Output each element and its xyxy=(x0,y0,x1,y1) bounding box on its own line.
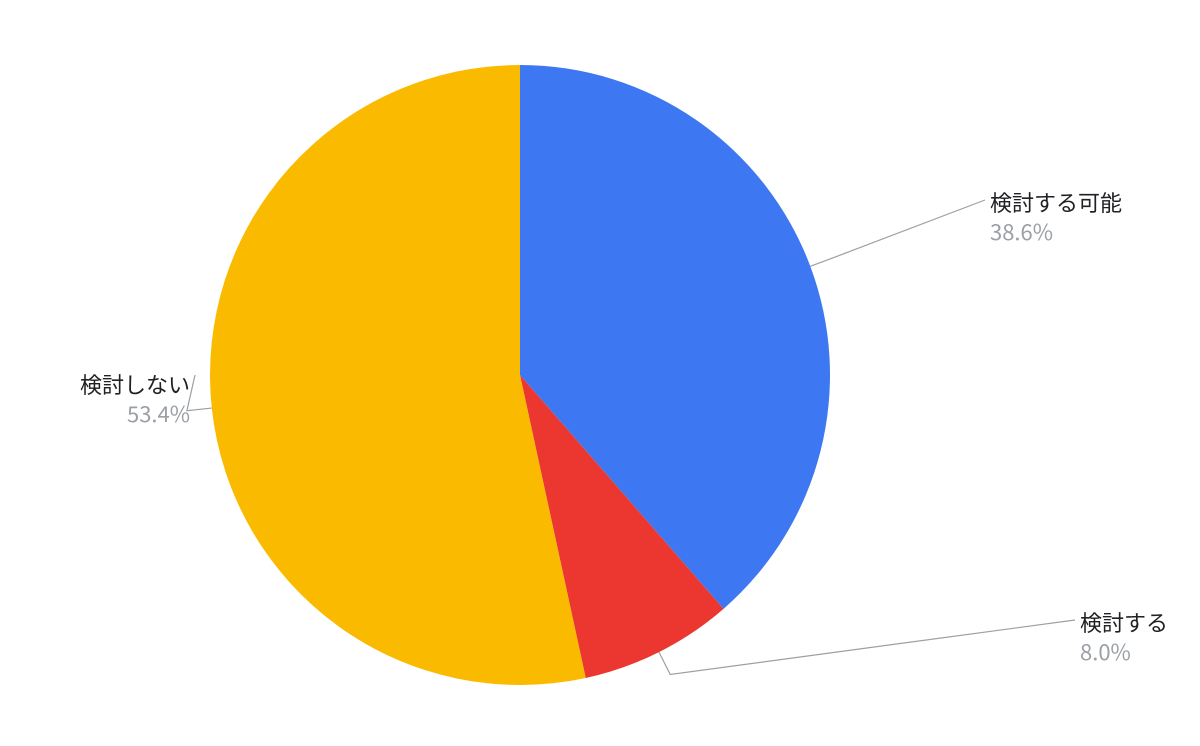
slice-label-value-2: 53.4% xyxy=(80,399,190,428)
slice-label-value-1: 8.0% xyxy=(1080,637,1168,666)
slice-label-2: 検討しない 53.4% xyxy=(80,370,190,427)
slice-label-value-0: 38.6% xyxy=(990,217,1122,246)
leader-line xyxy=(810,200,985,266)
slice-label-0: 検討する可能 38.6% xyxy=(990,188,1122,245)
leader-line xyxy=(659,620,1075,674)
slice-label-1: 検討する 8.0% xyxy=(1080,608,1168,665)
slice-label-title-1: 検討する xyxy=(1080,608,1168,637)
slice-label-title-0: 検討する可能 xyxy=(990,188,1122,217)
leader-line xyxy=(187,375,212,411)
slice-label-title-2: 検討しない xyxy=(80,370,190,399)
pie-chart-container: 検討する可能 38.6% 検討する 8.0% 検討しない 53.4% xyxy=(0,0,1200,741)
